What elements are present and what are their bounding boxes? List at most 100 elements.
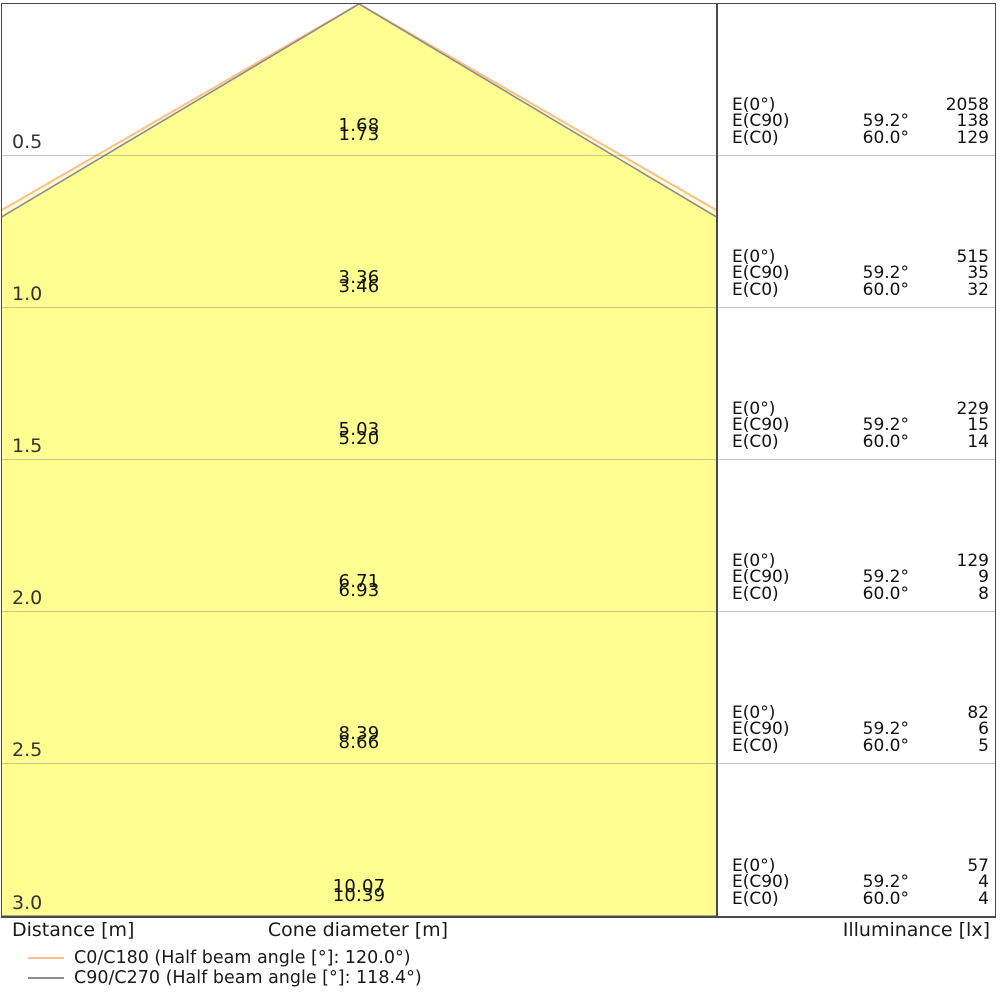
- ec0-label: E(C0): [732, 735, 779, 756]
- illuminance-block-1.0m: E(0°) 515 E(C90) 59.2° 35 E(C0) 60.0° 32: [718, 156, 995, 308]
- ec90-value: 4: [978, 872, 989, 892]
- cone-diameter-values: 10.07 10.39: [2, 876, 716, 904]
- ec90-label: E(C90): [732, 872, 790, 892]
- light-cone-graphic: [2, 4, 716, 916]
- cone-diameter-c90: 5.03: [338, 419, 380, 440]
- distance-tick-label: 0.5: [12, 131, 43, 153]
- ec0-angle: 60.0°: [862, 279, 909, 300]
- e0-value: 2058: [945, 94, 989, 115]
- cone-diameter-axis-label: Cone diameter [m]: [267, 919, 449, 941]
- cone-c90-area: [2, 4, 716, 916]
- ec90-row: E(C90) 59.2° 138: [718, 113, 995, 130]
- cone-diameter-c0: 1.73: [338, 123, 380, 145]
- ec90-row: E(C90) 59.2° 4: [718, 874, 995, 891]
- ec0-value: 4: [978, 888, 989, 909]
- cone-diameter-c90: 10.07: [332, 876, 386, 897]
- ec90-row: E(C90) 59.2° 6: [718, 721, 995, 738]
- band-1.5m: 1.5 5.03 5.20: [2, 308, 716, 460]
- band-2.5m: 2.5 8.39 8.66: [2, 612, 716, 764]
- ec0-angle: 60.0°: [862, 735, 909, 756]
- ec90-value: 35: [967, 263, 989, 283]
- illuminance-block-2.5m: E(0°) 82 E(C90) 59.2° 6 E(C0) 60.0° 5: [718, 612, 995, 764]
- band-0.5m: 0.5 1.68 1.73: [2, 4, 716, 156]
- cone-diameter-c90: 3.36: [338, 267, 380, 288]
- band-3.0m: 3.0 10.07 10.39: [2, 764, 716, 916]
- band-2.0m: 2.0 6.71 6.93: [2, 460, 716, 612]
- plot-area: 0.5 1.68 1.73 1.0 3.36 3.46 1.5: [1, 3, 996, 918]
- ec0-row: E(C0) 60.0° 4: [718, 888, 995, 909]
- ec90-angle: 59.2°: [862, 263, 909, 283]
- distance-tick-label: 2.5: [12, 739, 43, 761]
- ec90-value: 138: [956, 111, 989, 131]
- distance-tick-label: 1.5: [12, 435, 43, 457]
- axis-labels: Distance [m] Cone diameter [m] Illuminan…: [0, 919, 1000, 943]
- ec90-value: 15: [967, 415, 989, 435]
- band-1.0m: 1.0 3.36 3.46: [2, 156, 716, 308]
- c90-line-swatch: [28, 977, 64, 979]
- ec90-label: E(C90): [732, 263, 790, 283]
- ec0-row: E(C0) 60.0° 129: [718, 127, 995, 148]
- ec90-value: 9: [978, 567, 989, 587]
- ec90-label: E(C90): [732, 567, 790, 587]
- cone-diameter-values: 1.68 1.73: [2, 115, 716, 145]
- e0-row: E(0°) 2058: [718, 94, 995, 115]
- ec0-row: E(C0) 60.0° 32: [718, 279, 995, 300]
- cone-diameter-c0: 6.93: [338, 579, 380, 601]
- cone-diameter-c90: 8.39: [338, 723, 380, 744]
- ec0-angle: 60.0°: [862, 431, 909, 452]
- ec0-value: 14: [967, 431, 989, 452]
- ec0-row: E(C0) 60.0° 8: [718, 583, 995, 604]
- ec0-angle: 60.0°: [862, 583, 909, 604]
- ec90-label: E(C90): [732, 719, 790, 739]
- ec0-value: 32: [967, 279, 989, 300]
- distance-tick-label: 3.0: [12, 892, 43, 914]
- distance-tick-label: 2.0: [12, 587, 43, 609]
- ec90-row: E(C90) 59.2° 9: [718, 569, 995, 586]
- e0-label: E(0°): [732, 550, 776, 571]
- ec0-value: 8: [978, 583, 989, 604]
- ec0-label: E(C0): [732, 127, 779, 148]
- cone-diameter-c90: 1.68: [338, 115, 380, 136]
- ec0-row: E(C0) 60.0° 5: [718, 735, 995, 756]
- ec90-value: 6: [978, 719, 989, 739]
- e0-row: E(0°) 57: [718, 855, 995, 876]
- distance-bands: 0.5 1.68 1.73 1.0 3.36 3.46 1.5: [2, 4, 716, 916]
- e0-value: 229: [956, 398, 989, 419]
- e0-row: E(0°) 129: [718, 550, 995, 571]
- ec0-angle: 60.0°: [862, 888, 909, 909]
- ec90-angle: 59.2°: [862, 719, 909, 739]
- e0-label: E(0°): [732, 398, 776, 419]
- cone-diameter-values: 8.39 8.66: [2, 723, 716, 751]
- legend-label-c90: C90/C270 (Half beam angle [°]: 118.4°): [74, 968, 422, 988]
- cone-diameter-values: 3.36 3.46: [2, 267, 716, 297]
- e0-label: E(0°): [732, 702, 776, 723]
- ec90-row: E(C90) 59.2° 35: [718, 265, 995, 282]
- e0-value: 57: [967, 855, 989, 876]
- cone-diameter-values: 6.71 6.93: [2, 571, 716, 601]
- legend-item-c90-c270: C90/C270 (Half beam angle [°]: 118.4°): [28, 968, 422, 988]
- e0-value: 129: [956, 550, 989, 571]
- ec90-row: E(C90) 59.2° 15: [718, 417, 995, 434]
- ec0-label: E(C0): [732, 279, 779, 300]
- ec0-label: E(C0): [732, 888, 779, 909]
- e0-value: 82: [967, 702, 989, 723]
- cone-diameter-values: 5.03 5.20: [2, 419, 716, 449]
- illuminance-bands: E(0°) 2058 E(C90) 59.2° 138 E(C0) 60.0° 129 E…: [718, 4, 995, 916]
- illuminance-panel: E(0°) 2058 E(C90) 59.2° 138 E(C0) 60.0° 129 E…: [716, 4, 995, 916]
- distance-tick-label: 1.0: [12, 283, 43, 305]
- ec90-angle: 59.2°: [862, 872, 909, 892]
- e0-row: E(0°) 82: [718, 702, 995, 723]
- cone-diameter-c0: 3.46: [338, 275, 380, 297]
- cone-diameter-c0: 5.20: [338, 427, 380, 449]
- ec90-label: E(C90): [732, 111, 790, 131]
- ec90-angle: 59.2°: [862, 567, 909, 587]
- illuminance-axis-label: Illuminance [lx]: [842, 919, 990, 941]
- ec0-label: E(C0): [732, 583, 779, 604]
- e0-row: E(0°) 229: [718, 398, 995, 419]
- ec90-angle: 59.2°: [862, 415, 909, 435]
- illuminance-block-0.5m: E(0°) 2058 E(C90) 59.2° 138 E(C0) 60.0° 129: [718, 4, 995, 156]
- cone-panel: 0.5 1.68 1.73 1.0 3.36 3.46 1.5: [2, 4, 716, 916]
- ec0-row: E(C0) 60.0° 14: [718, 431, 995, 452]
- cone-diameter-c90: 6.71: [338, 571, 380, 592]
